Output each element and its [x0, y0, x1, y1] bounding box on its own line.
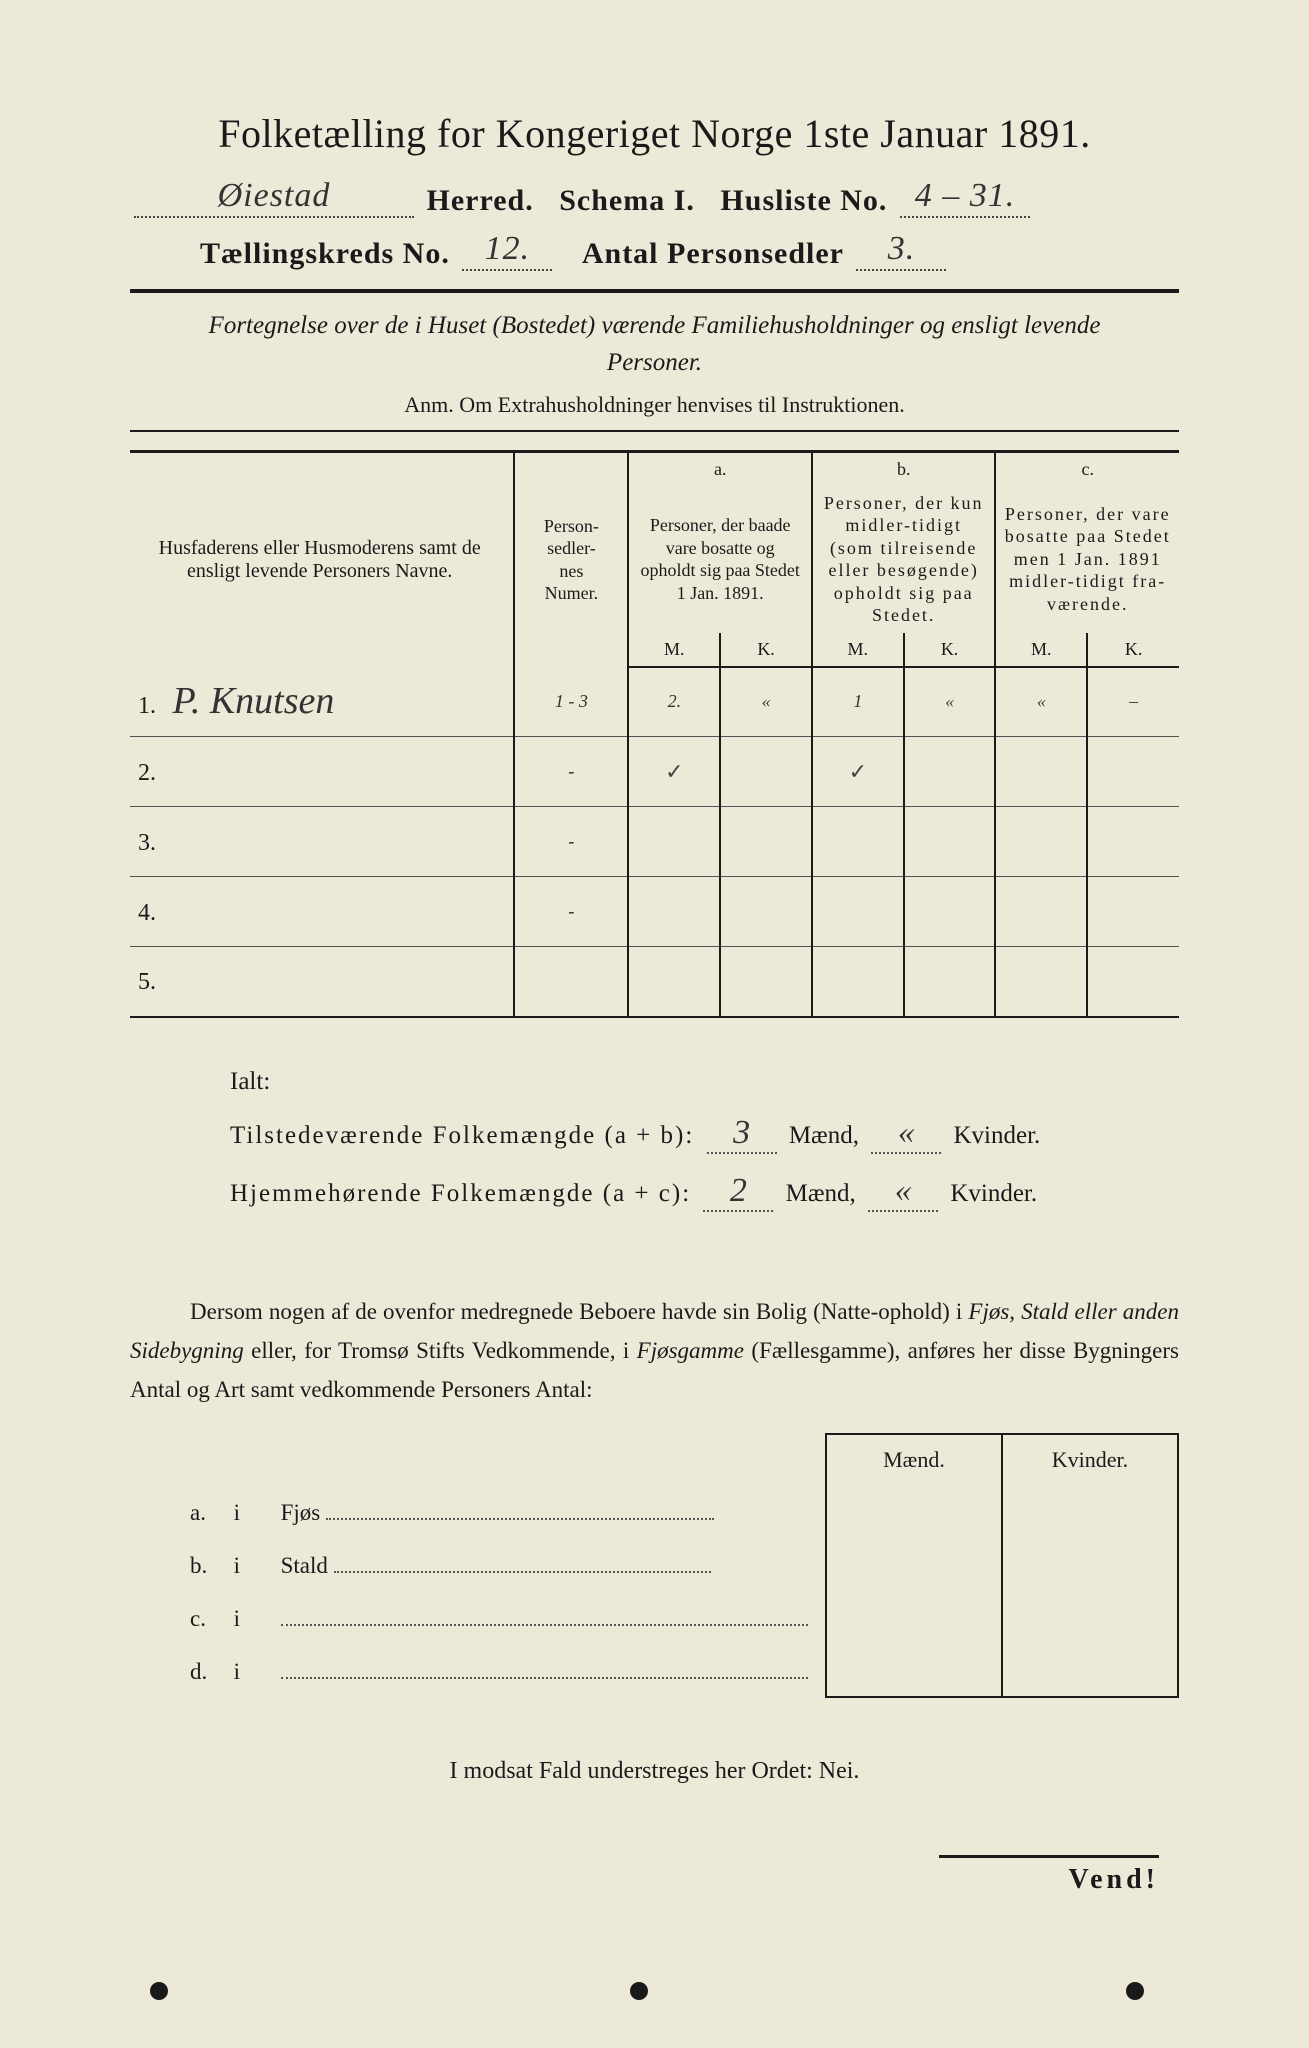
a-m: M. — [628, 633, 720, 667]
tick-mark: ✓ — [665, 759, 683, 784]
building-row: d. i — [130, 1644, 1178, 1697]
total-line-ab: Tilstedeværende Folkemængde (a + b): 3 M… — [230, 1114, 1179, 1154]
col-name-text: Husfaderens eller Husmoderens samt de en… — [159, 537, 481, 582]
anm-text: Anm. Om Extrahusholdninger henvises til … — [130, 392, 1179, 418]
table-row: 4. - — [130, 877, 1179, 947]
binding-hole-icon — [630, 1982, 648, 2000]
col-num-header: Person- sedler- nes Numer. — [514, 451, 628, 667]
herred-label: Herred. — [427, 184, 534, 217]
vend-label: Vend! — [130, 1855, 1179, 1896]
col-a-letter: a. — [628, 451, 812, 486]
ab-maend: 3 — [707, 1114, 777, 1154]
tick-mark: ✓ — [849, 759, 867, 784]
antal-label: Antal Personsedler — [582, 237, 844, 270]
nei-line: I modsat Fald understreges her Ordet: Ne… — [130, 1758, 1179, 1785]
building-row: c. i — [130, 1591, 1178, 1644]
husliste-label: Husliste No. — [720, 184, 887, 217]
table-row: 5. — [130, 947, 1179, 1017]
kreds-label: Tællingskreds No. — [200, 237, 450, 270]
total-line-ac: Hjemmehørende Folkemængde (a + c): 2 Mæn… — [230, 1172, 1179, 1212]
ac-kvinder: « — [868, 1172, 938, 1212]
herred-value: Øiestad — [134, 177, 414, 218]
building-row: b. i Stald — [130, 1538, 1178, 1591]
building-row: a. i Fjøs — [130, 1485, 1178, 1538]
schema-label: Schema I. — [559, 184, 695, 217]
col-c-letter: c. — [995, 451, 1179, 486]
totals-block: Ialt: Tilstedeværende Folkemængde (a + b… — [130, 1068, 1179, 1212]
ac-maend: 2 — [703, 1172, 773, 1212]
page-title: Folketælling for Kongeriget Norge 1ste J… — [130, 110, 1179, 157]
a-k: K. — [720, 633, 812, 667]
ab-kvinder: « — [871, 1114, 941, 1154]
row1-num: 1 - 3 — [514, 667, 628, 737]
binding-hole-icon — [1126, 1982, 1144, 2000]
household-table: Husfaderens eller Husmoderens samt de en… — [130, 450, 1179, 1018]
b-m: M. — [812, 633, 904, 667]
col-name-header: Husfaderens eller Husmoderens samt de en… — [130, 451, 514, 667]
census-form-page: Folketælling for Kongeriget Norge 1ste J… — [0, 0, 1309, 2048]
table-row: 2. - ✓ ✓ — [130, 737, 1179, 807]
col-c-desc: Personer, der vare bosatte paa Stedet me… — [995, 486, 1179, 633]
rule-thick — [130, 289, 1179, 293]
b-k: K. — [904, 633, 996, 667]
kreds-value: 12. — [462, 230, 552, 271]
table-row: 3. - — [130, 807, 1179, 877]
col-b-desc: Personer, der kun midler-tidigt (som til… — [812, 486, 996, 633]
building-table: Mænd. Kvinder. a. i Fjøs b. i Stald c. i… — [130, 1433, 1179, 1698]
meta-line-1: Øiestad Herred. Schema I. Husliste No. 4… — [130, 177, 1179, 218]
binding-hole-icon — [150, 1982, 168, 2000]
c-k: K. — [1087, 633, 1179, 667]
table-row: 1. P. Knutsen 1 - 3 2. « 1 « « – — [130, 667, 1179, 737]
lower-kvinder-header: Kvinder. — [1002, 1434, 1178, 1485]
rule-thin — [130, 430, 1179, 432]
sidebygning-paragraph: Dersom nogen af de ovenfor medregnede Be… — [130, 1292, 1179, 1409]
intro-text: Fortegnelse over de i Huset (Bostedet) v… — [170, 307, 1139, 382]
meta-line-2: Tællingskreds No. 12. Antal Personsedler… — [130, 230, 1179, 271]
row1-name: P. Knutsen — [173, 680, 335, 722]
antal-value: 3. — [856, 230, 946, 271]
husliste-value: 4 – 31. — [900, 177, 1030, 218]
lower-maend-header: Mænd. — [826, 1434, 1002, 1485]
c-m: M. — [995, 633, 1087, 667]
col-b-letter: b. — [812, 451, 996, 486]
ialt-label: Ialt: — [230, 1068, 1179, 1096]
col-a-desc: Personer, der baade vare bosatte og opho… — [628, 486, 812, 633]
